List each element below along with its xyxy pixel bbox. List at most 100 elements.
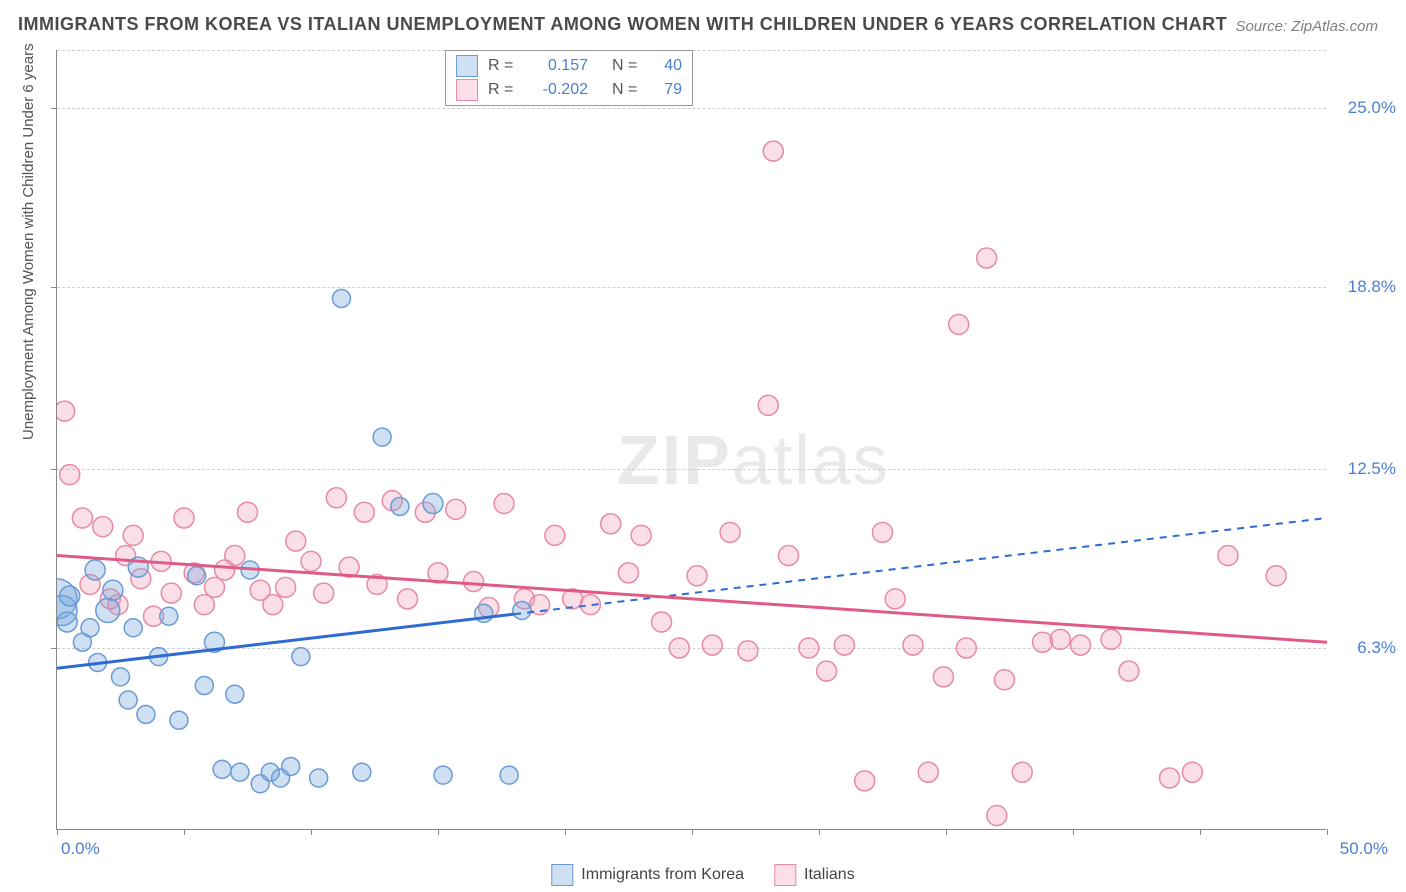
source-attribution: Source: ZipAtlas.com [1235, 18, 1378, 35]
y-tick-label: 25.0% [1348, 98, 1396, 118]
scatter-point-italians [1050, 629, 1070, 649]
scatter-point-italians [834, 635, 854, 655]
scatter-point-italians [263, 595, 283, 615]
scatter-point-italians [204, 577, 224, 597]
scatter-point-italians [1119, 661, 1139, 681]
scatter-point-italians [301, 551, 321, 571]
scatter-point-korea [103, 580, 123, 600]
scatter-point-italians [987, 806, 1007, 826]
scatter-point-korea [195, 677, 213, 695]
scatter-point-korea [119, 691, 137, 709]
scatter-point-italians [354, 502, 374, 522]
legend-swatch [456, 79, 478, 101]
scatter-point-italians [903, 635, 923, 655]
scatter-point-italians [494, 494, 514, 514]
scatter-point-italians [763, 141, 783, 161]
y-tick-label: 18.8% [1348, 277, 1396, 297]
scatter-point-italians [72, 508, 92, 528]
scatter-point-korea [188, 567, 206, 585]
chart-title: IMMIGRANTS FROM KOREA VS ITALIAN UNEMPLO… [18, 14, 1227, 35]
scatter-point-italians [464, 572, 484, 592]
scatter-point-korea [226, 685, 244, 703]
scatter-point-italians [949, 314, 969, 334]
legend-n-value: 79 [652, 81, 682, 99]
scatter-point-italians [545, 525, 565, 545]
legend-item-korea: Immigrants from Korea [551, 864, 744, 886]
legend-r-value: -0.202 [528, 81, 588, 99]
scatter-point-italians [885, 589, 905, 609]
scatter-point-italians [225, 546, 245, 566]
scatter-point-italians [314, 583, 334, 603]
scatter-point-italians [1012, 762, 1032, 782]
legend-bottom: Immigrants from Korea Italians [551, 864, 854, 886]
scatter-point-italians [194, 595, 214, 615]
scatter-point-italians [687, 566, 707, 586]
scatter-point-italians [60, 465, 80, 485]
scatter-point-italians [601, 514, 621, 534]
scatter-point-korea [137, 705, 155, 723]
scatter-point-italians [161, 583, 181, 603]
scatter-point-korea [353, 763, 371, 781]
scatter-point-italians [1218, 546, 1238, 566]
scatter-point-italians [174, 508, 194, 528]
scatter-point-italians [57, 401, 75, 421]
scatter-point-italians [1182, 762, 1202, 782]
scatter-plot-area: ZIPatlas 6.3%12.5%18.8%25.0%0.0%50.0% [56, 50, 1326, 830]
legend-swatch-italians [774, 864, 796, 886]
scatter-point-italians [123, 525, 143, 545]
y-tick-label: 6.3% [1357, 638, 1396, 658]
scatter-point-italians [720, 522, 740, 542]
scatter-point-italians [238, 502, 258, 522]
legend-n-value: 40 [652, 57, 682, 75]
scatter-point-italians [702, 635, 722, 655]
scatter-point-korea [96, 598, 120, 622]
scatter-point-korea [60, 586, 80, 606]
scatter-point-italians [799, 638, 819, 658]
legend-top: R =0.157N =40R =-0.202N =79 [445, 50, 693, 106]
scatter-point-italians [286, 531, 306, 551]
y-axis-label: Unemployment Among Women with Children U… [20, 43, 37, 440]
plot-svg [57, 50, 1327, 830]
scatter-point-italians [1101, 629, 1121, 649]
scatter-point-korea [213, 760, 231, 778]
scatter-point-korea [160, 607, 178, 625]
scatter-point-korea [85, 560, 105, 580]
scatter-point-korea [423, 494, 443, 514]
scatter-point-italians [631, 525, 651, 545]
legend-r-value: 0.157 [528, 57, 588, 75]
scatter-point-italians [398, 589, 418, 609]
scatter-point-italians [326, 488, 346, 508]
scatter-point-korea [391, 497, 409, 515]
scatter-point-italians [1071, 635, 1091, 655]
scatter-point-italians [956, 638, 976, 658]
scatter-point-italians [93, 517, 113, 537]
scatter-point-italians [276, 577, 296, 597]
scatter-point-korea [81, 619, 99, 637]
scatter-point-italians [652, 612, 672, 632]
scatter-point-italians [738, 641, 758, 661]
scatter-point-italians [977, 248, 997, 268]
legend-label-korea: Immigrants from Korea [581, 866, 744, 884]
scatter-point-korea [332, 289, 350, 307]
scatter-point-korea [292, 648, 310, 666]
scatter-point-korea [231, 763, 249, 781]
scatter-point-korea [500, 766, 518, 784]
scatter-point-italians [669, 638, 689, 658]
legend-swatch-korea [551, 864, 573, 886]
scatter-point-korea [124, 619, 142, 637]
scatter-point-italians [619, 563, 639, 583]
legend-top-row-korea: R =0.157N =40 [456, 55, 682, 77]
y-tick-label: 12.5% [1348, 459, 1396, 479]
scatter-point-italians [779, 546, 799, 566]
scatter-point-korea [373, 428, 391, 446]
scatter-point-italians [1266, 566, 1286, 586]
scatter-point-italians [1033, 632, 1053, 652]
legend-swatch [456, 55, 478, 77]
scatter-point-italians [758, 395, 778, 415]
scatter-point-korea [434, 766, 452, 784]
scatter-point-korea [170, 711, 188, 729]
legend-label-italians: Italians [804, 866, 855, 884]
scatter-point-korea [57, 612, 77, 632]
scatter-point-italians [446, 499, 466, 519]
x-tick-label-max: 50.0% [1340, 839, 1388, 859]
